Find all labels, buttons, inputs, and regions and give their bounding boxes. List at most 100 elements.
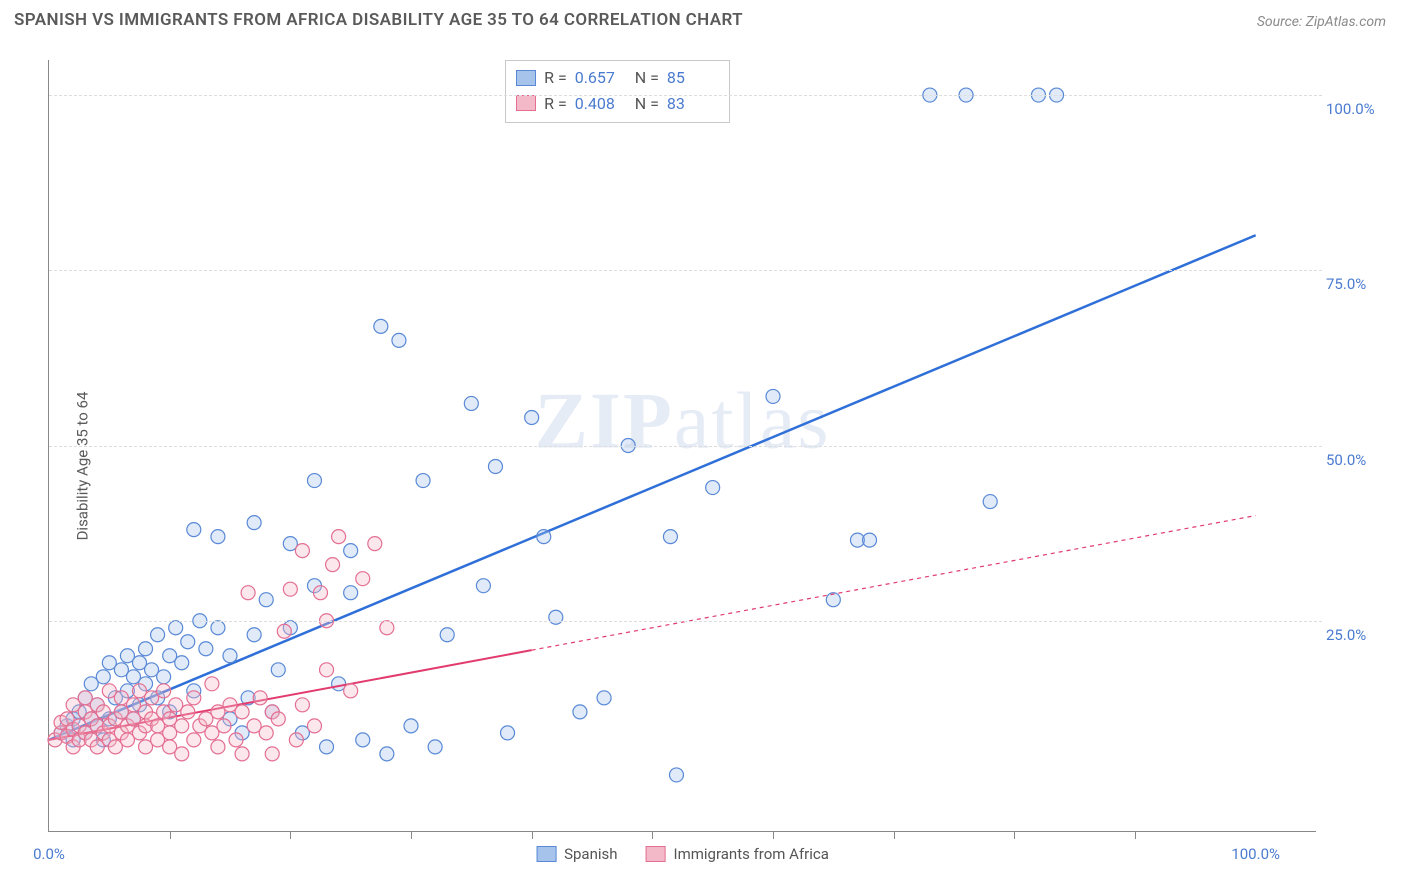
data-point — [151, 719, 165, 733]
stats-legend: R = 0.657 N = 85 R = 0.408 N = 83 — [505, 60, 730, 123]
data-point — [66, 733, 80, 747]
data-point — [78, 691, 92, 705]
data-point — [501, 726, 515, 740]
data-point — [307, 719, 321, 733]
r-label: R = — [544, 65, 567, 91]
data-point — [706, 481, 720, 495]
data-point — [84, 733, 98, 747]
data-point — [537, 530, 551, 544]
data-point — [78, 726, 92, 740]
data-point — [307, 579, 321, 593]
swatch-africa — [646, 846, 666, 862]
data-point — [199, 712, 213, 726]
watermark-bold: ZIP — [535, 378, 674, 466]
data-point — [766, 389, 780, 403]
data-point — [368, 537, 382, 551]
data-point — [133, 726, 147, 740]
data-point — [314, 586, 328, 600]
data-point — [404, 719, 418, 733]
regression-line-solid — [49, 650, 532, 740]
data-point — [169, 621, 183, 635]
data-point — [60, 712, 74, 726]
data-point — [102, 656, 116, 670]
data-point — [265, 747, 279, 761]
data-point — [332, 677, 346, 691]
data-point — [139, 677, 153, 691]
data-point — [211, 705, 225, 719]
data-point — [247, 628, 261, 642]
data-point — [241, 586, 255, 600]
data-point — [102, 712, 116, 726]
data-point — [193, 719, 207, 733]
data-point — [205, 677, 219, 691]
data-point — [163, 726, 177, 740]
data-point — [187, 684, 201, 698]
data-point — [163, 740, 177, 754]
data-point — [247, 516, 261, 530]
data-point — [265, 705, 279, 719]
data-point — [663, 530, 677, 544]
data-point — [126, 712, 140, 726]
data-point — [151, 628, 165, 642]
xtick — [1014, 831, 1015, 839]
chart-container: Disability Age 35 to 64 ZIPatlas R = 0.6… — [0, 40, 1406, 892]
data-point — [139, 740, 153, 754]
data-point — [380, 747, 394, 761]
data-point — [205, 726, 219, 740]
data-point — [187, 691, 201, 705]
data-point — [66, 722, 80, 736]
swatch-spanish — [536, 846, 556, 862]
xtick — [652, 831, 653, 839]
data-point — [175, 719, 189, 733]
data-point — [223, 712, 237, 726]
data-point — [84, 712, 98, 726]
xtick — [1135, 831, 1136, 839]
data-point — [126, 670, 140, 684]
data-point — [84, 677, 98, 691]
data-point — [247, 719, 261, 733]
data-point — [259, 726, 273, 740]
data-point — [320, 740, 334, 754]
gridline — [49, 95, 1322, 96]
n-label: N = — [635, 65, 659, 91]
watermark: ZIPatlas — [535, 377, 831, 468]
data-point — [223, 649, 237, 663]
xtick — [411, 831, 412, 839]
data-point — [223, 698, 237, 712]
data-point — [139, 705, 153, 719]
data-point — [525, 410, 539, 424]
n-value-spanish: 85 — [667, 65, 719, 91]
data-point — [169, 698, 183, 712]
data-point — [320, 663, 334, 677]
data-point — [476, 579, 490, 593]
data-point — [265, 705, 279, 719]
data-point — [163, 705, 177, 719]
data-point — [66, 698, 80, 712]
data-point — [428, 740, 442, 754]
data-point — [380, 621, 394, 635]
data-point — [211, 740, 225, 754]
swatch-africa — [516, 95, 536, 111]
data-point — [66, 740, 80, 754]
data-point — [235, 747, 249, 761]
data-point — [863, 533, 877, 547]
gridline — [49, 270, 1322, 271]
ytick-label: 100.0% — [1326, 100, 1386, 118]
data-point — [102, 684, 116, 698]
data-point — [163, 712, 177, 726]
data-point — [295, 698, 309, 712]
data-point — [199, 642, 213, 656]
data-point — [283, 537, 297, 551]
data-point — [96, 733, 110, 747]
data-point — [307, 474, 321, 488]
data-point — [211, 621, 225, 635]
data-point — [126, 698, 140, 712]
data-point — [187, 733, 201, 747]
data-point — [60, 719, 74, 733]
xtick-label: 0.0% — [33, 845, 65, 863]
data-point — [126, 712, 140, 726]
xtick-label: 100.0% — [1231, 845, 1280, 863]
data-point — [120, 733, 134, 747]
data-point — [271, 663, 285, 677]
data-point — [175, 656, 189, 670]
